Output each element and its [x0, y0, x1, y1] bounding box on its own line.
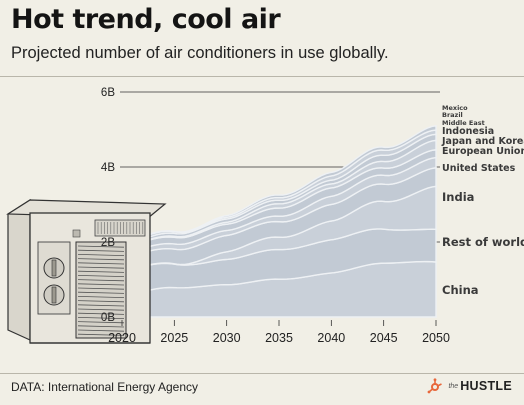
x-tick-label: 2025: [160, 331, 188, 345]
y-axis-ticks: 0B 2B 4B 6B: [101, 87, 115, 324]
series-label-brazil: Brazil: [442, 111, 463, 119]
air-conditioner-illustration: [6, 198, 167, 344]
series-label-rest-of-world: Rest of world: [442, 235, 524, 249]
control-knob-lower: [43, 284, 65, 306]
y-tick-label: 2B: [101, 237, 115, 249]
x-tick-label: 2045: [370, 331, 398, 345]
x-tick-label: 2030: [213, 331, 241, 345]
series-label-indonesia: Indonesia: [442, 126, 494, 137]
brand-prefix: the: [448, 382, 459, 390]
series-label-china: China: [442, 283, 479, 297]
series-label-japan-and-korea: Japan and Korea: [441, 136, 524, 147]
chart-title: Hot trend, cool air: [11, 4, 281, 35]
series-label-united-states: United States: [442, 163, 516, 174]
x-tick-label: 2035: [265, 331, 293, 345]
x-tick-label: 2020: [108, 331, 136, 345]
header-divider: [0, 76, 524, 77]
series-label-middle-east: Middle East: [442, 119, 485, 127]
brand-logo[interactable]: the HUSTLE: [427, 378, 512, 394]
brand-name: HUSTLE: [460, 379, 512, 393]
stream-layers: [121, 124, 437, 318]
series-labels: China Rest of world India United States Euro…: [441, 104, 524, 297]
series-label-india: India: [442, 190, 474, 204]
stream-mexico: [121, 124, 437, 243]
chart-subtitle: Projected number of air conditioners in …: [11, 44, 389, 62]
y-tick-label: 0B: [101, 312, 115, 324]
series-label-mexico: Mexico: [442, 104, 468, 112]
x-axis-ticks: 2020 2025 2030 2035 2040 2045 2050: [108, 320, 450, 345]
footer-divider: [0, 373, 524, 374]
control-knob-upper: [43, 257, 65, 279]
series-label-european-union: European Union: [442, 146, 524, 157]
data-source: DATA: International Energy Agency: [11, 380, 198, 394]
x-tick-label: 2050: [422, 331, 450, 345]
y-tick-label: 6B: [101, 87, 115, 99]
sprocket-icon: [428, 378, 443, 394]
y-tick-label: 4B: [101, 162, 115, 174]
x-tick-label: 2040: [317, 331, 345, 345]
